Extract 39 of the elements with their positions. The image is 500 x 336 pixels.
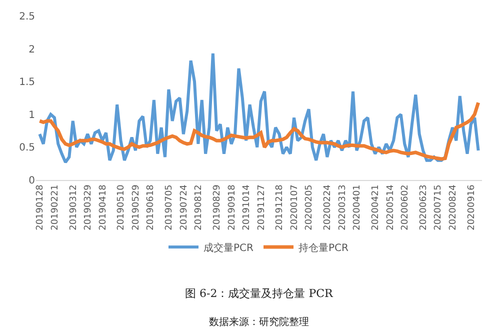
x-tick-label: 20200824 [448,184,458,230]
x-tick-label: 20191218 [275,184,286,230]
x-tick-label: 20190418 [98,184,108,230]
x-tick-label: 20190128 [36,184,46,230]
legend-label: 成交量PCR [204,242,254,254]
x-tick-label: 20200205 [304,184,315,230]
x-tick-label: 20190724 [179,184,190,230]
y-tick-label: 2.5 [19,12,35,22]
x-tick-label: 20191127 [256,184,267,230]
x-tick-label: 20190829 [212,184,223,230]
x-tick-label: 20200715 [434,184,444,230]
x-tick-label: 20190812 [194,184,204,230]
x-tick-label: 20200916 [466,184,477,230]
x-tick-label: 20190529 [131,184,142,230]
text: 图 6-2：成交量及持仓量 PCR [185,287,334,300]
x-tick-label: 20191014 [242,184,252,230]
x-tick-label: 20190918 [227,184,238,230]
y-tick-label: 0.5 [19,142,35,154]
x-tick-label: 20200602 [400,184,411,230]
x-tick-label: 20190618 [146,184,156,230]
x-tick-label: 20190329 [84,184,94,230]
x-tick-label: 20200313 [338,184,348,230]
x-tick-label: 20190510 [116,184,127,230]
line-series [38,100,480,161]
source-note: 数据来源：研究院整理 [209,316,309,328]
y-tick-label: 0 [28,176,35,186]
x-tick-label: 20200401 [352,184,363,230]
y-tick-label: 1.5 [19,77,35,88]
y-tick-label: 1 [28,110,35,121]
x-tick-label: 20200224 [323,184,334,230]
x-tick-label: 20200421 [371,184,382,230]
y-tick-label: 2 [28,44,35,56]
x-tick-label: 20190705 [164,184,175,230]
x-tick-label: 20200623 [418,184,429,230]
x-tick-label: 20190221 [50,184,60,230]
x-tick-label: 20200514 [386,184,396,230]
x-tick-label: 20190312 [68,184,79,230]
x-tick-label: 20200107 [290,184,300,230]
legend-label: 持仓量PCR [298,242,349,254]
